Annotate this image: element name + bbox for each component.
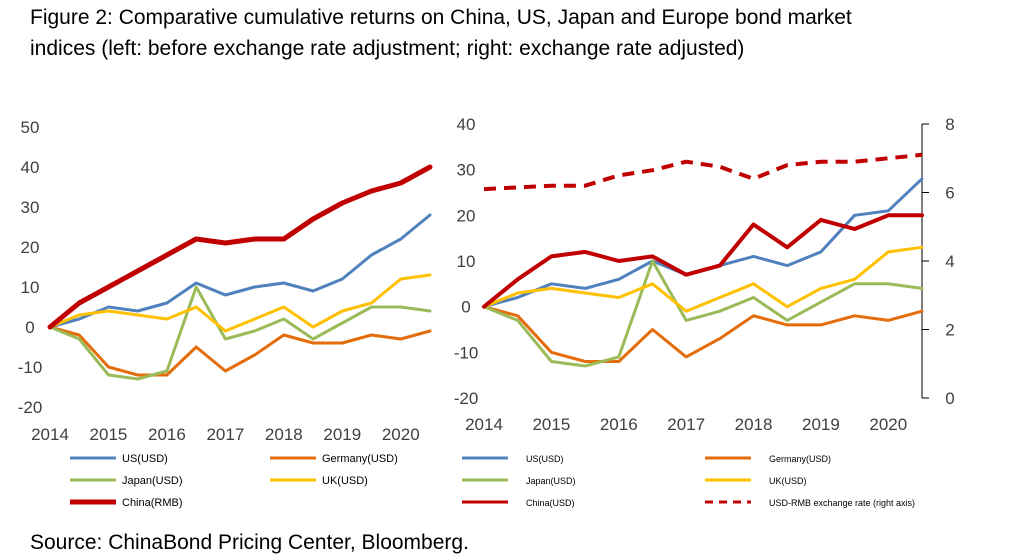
figure-title: Figure 2: Comparative cumulative returns…	[30, 6, 852, 60]
series-line-uk-usd	[482, 245, 924, 313]
x-tick-label: 2015	[532, 415, 570, 434]
legend-label: Germany(USD)	[322, 453, 398, 465]
legend-label: USD-RMB exchange rate (right axis)	[769, 498, 915, 508]
legend-label: UK(USD)	[769, 476, 807, 486]
x-tick-label: 2014	[465, 415, 503, 434]
x-tick-label: 2018	[735, 415, 773, 434]
legend-label: Germany(USD)	[769, 454, 831, 464]
x-tick-label: 2020	[382, 425, 420, 444]
y-tick-label: -10	[18, 358, 43, 377]
series-line-china-rmb	[47, 164, 433, 330]
legend-label: Japan(USD)	[122, 475, 183, 487]
y-tick-label: 30	[457, 161, 476, 180]
y-tick-label: -20	[454, 389, 479, 408]
x-tick-label: 2018	[265, 425, 303, 444]
source-note: Source: ChinaBond Pricing Center, Bloomb…	[30, 531, 469, 554]
right-legend: US(USD) Germany(USD) Japan(USD) UK(USD) Chin…	[462, 454, 915, 508]
x-tick-label: 2019	[802, 415, 840, 434]
y2-tick-label: 2	[945, 321, 954, 340]
left-legend: US(USD) Germany(USD) Japan(USD) UK(USD) Chin…	[70, 453, 398, 509]
series-line-uk-usd	[48, 273, 432, 333]
legend-label: China(USD)	[526, 498, 575, 508]
legend-label: US(USD)	[122, 453, 168, 465]
y-tick-label: 10	[457, 252, 476, 271]
x-tick-label: 2016	[600, 415, 638, 434]
x-tick-label: 2014	[31, 425, 69, 444]
y-tick-label: -20	[18, 398, 43, 417]
legend-label: US(USD)	[526, 454, 564, 464]
y-tick-label: 50	[21, 118, 40, 137]
x-tick-label: 2016	[148, 425, 186, 444]
legend-label: Japan(USD)	[526, 476, 576, 486]
y-tick-label: 20	[457, 206, 476, 225]
series-line-japan-usd	[48, 285, 432, 381]
series-line-china-usd	[482, 213, 924, 309]
x-tick-label: 2015	[90, 425, 128, 444]
series-line-germany-usd	[48, 325, 432, 377]
y2-tick-label: 8	[945, 115, 954, 134]
legend-label: UK(USD)	[322, 475, 368, 487]
series-line-germany-usd	[482, 305, 924, 363]
y-tick-label: 40	[21, 158, 40, 177]
y-tick-label: 40	[457, 115, 476, 134]
legend-label: China(RMB)	[122, 497, 183, 509]
x-tick-label: 2017	[206, 425, 244, 444]
y-tick-label: 0	[25, 318, 34, 337]
y-tick-label: 0	[461, 298, 470, 317]
left-chart: -20 -10 0 10 20 30 40 50 2014 2015 2016 2017 2018 201…	[18, 118, 433, 444]
series-line-usd-rmb-exchange-rate-right-axis	[483, 152, 923, 192]
y2-tick-label: 0	[945, 389, 954, 408]
y-tick-label: 20	[21, 238, 40, 257]
y2-tick-label: 6	[945, 184, 954, 203]
x-tick-label: 2019	[323, 425, 361, 444]
y-tick-label: -10	[454, 343, 479, 362]
x-tick-label: 2017	[667, 415, 705, 434]
series-line-us-usd	[48, 213, 432, 329]
y-tick-label: 30	[21, 198, 40, 217]
y2-tick-label: 4	[945, 252, 954, 271]
x-tick-label: 2020	[869, 415, 907, 434]
series-line-japan-usd	[482, 259, 924, 368]
y-tick-label: 10	[21, 278, 40, 297]
